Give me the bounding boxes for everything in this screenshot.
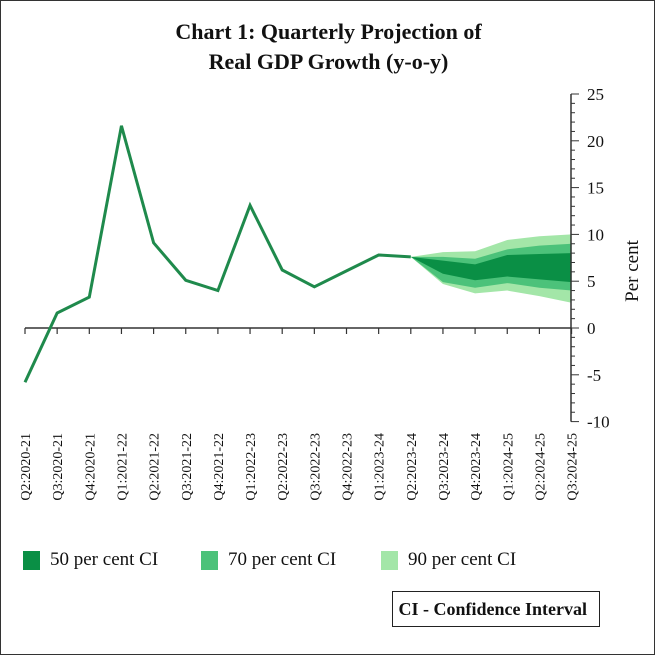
title-line-2: Real GDP Growth (y-o-y) <box>208 49 449 74</box>
x-tick-label: Q1:2023-24 <box>373 433 388 501</box>
chart-title: Chart 1: Quarterly Projection of Real GD… <box>1 17 654 77</box>
x-tick-label: Q3:2021-22 <box>180 433 195 501</box>
x-tick-label: Q3:2024-25 <box>566 433 581 501</box>
legend-item-90: 90 per cent CI <box>381 549 516 571</box>
y-tick-label: -10 <box>587 413 610 432</box>
y-tick-label: 5 <box>587 272 596 291</box>
y-tick-label: 20 <box>587 132 604 151</box>
y-tick-label: -5 <box>587 366 601 385</box>
legend-label-70: 70 per cent CI <box>228 549 337 570</box>
x-tick-label: Q2:2024-25 <box>533 433 548 501</box>
x-tick-label: Q1:2021-22 <box>115 433 130 501</box>
x-tick-label: Q4:2023-24 <box>469 433 484 501</box>
x-tick-label: Q2:2021-22 <box>148 433 163 501</box>
x-tick-label: Q2:2023-24 <box>405 433 420 501</box>
x-tick-label: Q1:2022-23 <box>244 433 259 501</box>
x-tick-label: Q2:2020-21 <box>19 433 34 501</box>
title-line-1: Chart 1: Quarterly Projection of <box>175 19 482 44</box>
x-tick-label: Q1:2024-25 <box>501 433 516 501</box>
actual-growth-line <box>23 125 411 383</box>
y-tick-label: 15 <box>587 179 604 198</box>
x-tick-label: Q3:2023-24 <box>437 433 452 501</box>
legend-swatch-50 <box>23 550 40 570</box>
x-tick-label: Q3:2022-23 <box>308 433 323 501</box>
ci-note: CI - Confidence Interval <box>392 591 600 627</box>
x-tick-label: Q4:2020-21 <box>83 433 98 501</box>
y-tick-label: 10 <box>587 225 604 244</box>
y-axis-label: Per cent <box>622 239 643 301</box>
x-tick-label: Q3:2020-21 <box>51 433 66 501</box>
legend-swatch-90 <box>381 550 398 570</box>
legend-swatch-70 <box>201 550 218 570</box>
legend-label-50: 50 per cent CI <box>50 549 159 570</box>
x-tick-label: Q4:2022-23 <box>341 433 356 501</box>
y-tick-label: 0 <box>587 319 596 338</box>
legend-item-50: 50 per cent CI <box>23 549 158 571</box>
fan-band-50 <box>410 253 572 283</box>
legend-label-90: 90 per cent CI <box>408 549 517 570</box>
legend-item-70: 70 per cent CI <box>201 549 336 571</box>
y-tick-label: 25 <box>587 85 604 104</box>
x-tick-label: Q2:2022-23 <box>276 433 291 501</box>
x-tick-label: Q4:2021-22 <box>212 433 227 501</box>
